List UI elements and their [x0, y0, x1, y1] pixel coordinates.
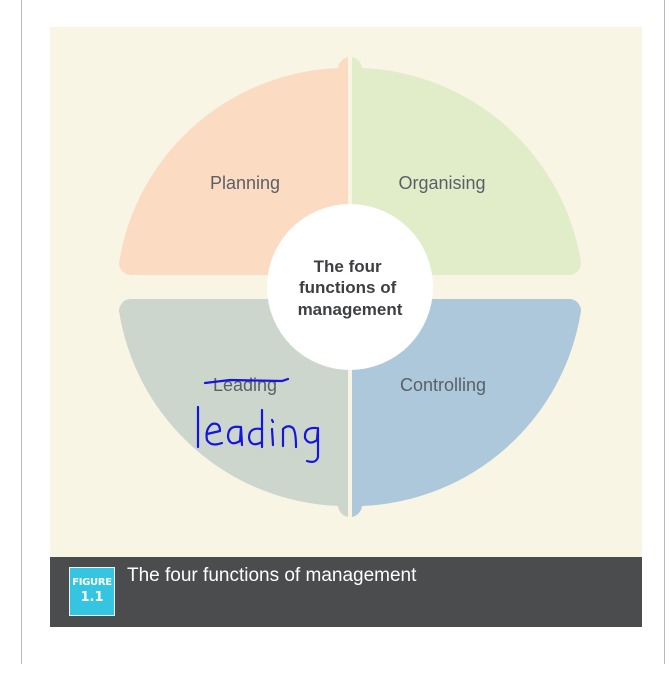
page-rule-left [21, 0, 22, 664]
figure-caption: The four functions of management [127, 565, 417, 586]
figure-badge-number: 1.1 [80, 590, 104, 605]
figure-badge: FIGURE 1.1 [69, 567, 115, 616]
page-rule-right [664, 0, 665, 664]
label-organising: Organising [398, 173, 485, 193]
figure-badge-word: FIGURE [72, 577, 112, 588]
figure-caption-bar: FIGURE 1.1 The four functions of managem… [50, 557, 642, 627]
label-leading: Leading [213, 375, 277, 395]
center-circle [267, 204, 433, 370]
quadrant-leading [118, 299, 350, 518]
leading-strikethrough [203, 377, 290, 385]
diagram-panel: Planning Organising Leading Controlling … [50, 27, 642, 557]
four-functions-diagram: Planning Organising Leading Controlling … [50, 27, 642, 557]
label-planning: Planning [210, 173, 280, 193]
quadrant-organising [350, 56, 582, 276]
handwritten-leading [196, 405, 320, 463]
quadrant-planning [118, 56, 350, 276]
quadrant-controlling [350, 299, 582, 518]
center-line-3: management [298, 300, 403, 319]
label-controlling: Controlling [400, 375, 486, 395]
center-line-2: functions of [299, 278, 397, 297]
center-title: The four functions of management [298, 257, 403, 319]
center-line-1: The four [314, 257, 382, 276]
